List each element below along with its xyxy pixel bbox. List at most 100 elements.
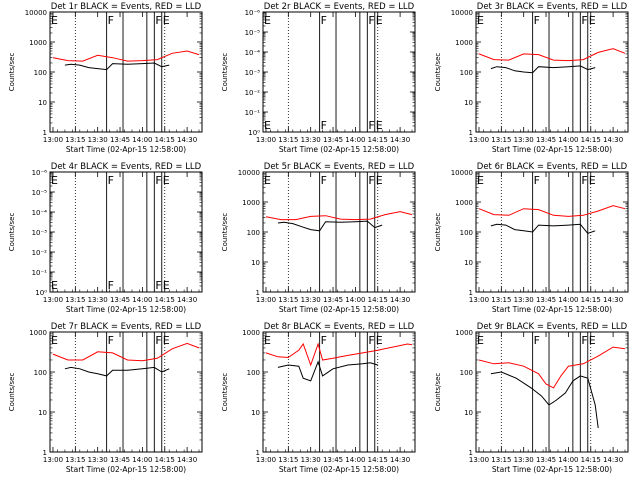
x-tick-label: 14:15 <box>155 136 175 144</box>
y-tick-label: 10000 <box>451 169 473 177</box>
x-axis-label: Start Time (02-Apr-15 12:58:00) <box>492 305 612 314</box>
event-marker-label-bottom: F <box>155 279 161 292</box>
event-marker-label-top: E <box>51 174 58 187</box>
x-tick-label: 13:30 <box>88 456 108 464</box>
y-tick-label: 10⁻⁵ <box>32 189 48 197</box>
x-axis-label: Start Time (02-Apr-15 12:58:00) <box>66 305 186 314</box>
y-tick-label: 1 <box>469 129 473 137</box>
x-tick-label: 14:15 <box>581 296 601 304</box>
x-tick-label: 14:00 <box>132 296 152 304</box>
x-tick-label: 13:45 <box>536 136 556 144</box>
event-marker-label-top: F <box>155 14 161 27</box>
x-tick-label: 13:45 <box>536 296 556 304</box>
event-marker-label-top: F <box>155 334 161 347</box>
x-tick-label: 14:00 <box>132 456 152 464</box>
plot-frame <box>49 11 203 133</box>
x-tick-label: 14:00 <box>345 456 365 464</box>
chart-panel-7: Det 7r BLACK = Events, RED = LLD Counts/s… <box>8 322 203 474</box>
x-tick-label: 13:00 <box>256 296 276 304</box>
x-tick-label: 13:00 <box>256 136 276 144</box>
event-marker-label-top: F <box>321 174 327 187</box>
x-tick-label: 13:30 <box>514 456 534 464</box>
y-tick-label: 10⁻² <box>32 249 48 257</box>
y-axis-label: Counts/sec <box>434 213 442 252</box>
x-tick-label: 14:00 <box>345 136 365 144</box>
series-line-lld <box>478 48 626 62</box>
y-tick-label: 10⁻⁶ <box>32 169 48 177</box>
event-marker-label-top: F <box>534 174 540 187</box>
chart-title: Det 6r BLACK = Events, RED = LLD <box>477 162 628 172</box>
x-tick-label: 14:15 <box>368 136 388 144</box>
event-marker-label-top: E <box>477 14 484 27</box>
y-tick-label: 1 <box>256 289 260 297</box>
y-tick-label: 100 <box>460 69 473 77</box>
y-tick-label: 1000 <box>455 39 473 47</box>
event-marker-label-top: F <box>368 174 374 187</box>
series-line-events <box>64 366 170 377</box>
x-tick-label: 13:45 <box>536 456 556 464</box>
series-line-events <box>277 220 383 232</box>
chart-title: Det 3r BLACK = Events, RED = LLD <box>477 2 628 12</box>
y-tick-label: 10000 <box>25 9 47 17</box>
chart-title: Det 1r BLACK = Events, RED = LLD <box>51 2 202 12</box>
chart-panel-3: Det 3r BLACK = Events, RED = LLD Counts/s… <box>434 2 629 154</box>
event-marker-label-bottom: E <box>264 119 271 132</box>
chart-panel-9: Det 9r BLACK = Events, RED = LLD Counts/s… <box>434 322 629 474</box>
y-tick-label: 1000 <box>242 329 260 337</box>
y-tick-label: 100 <box>247 369 260 377</box>
event-marker-label-top: F <box>534 14 540 27</box>
x-tick-label: 13:45 <box>323 456 343 464</box>
y-tick-label: 10⁻¹ <box>245 109 261 117</box>
y-tick-label: 10 <box>251 259 260 267</box>
x-tick-label: 13:45 <box>323 136 343 144</box>
x-tick-label: 14:15 <box>368 296 388 304</box>
series-line-lld <box>265 211 413 221</box>
event-marker-label-top: E <box>376 14 383 27</box>
y-axis-label: Counts/sec <box>221 373 229 412</box>
event-marker-label-bottom: F <box>368 119 374 132</box>
y-tick-label: 10⁻⁶ <box>245 9 261 17</box>
y-tick-label: 10000 <box>451 9 473 17</box>
plot-frame <box>475 331 629 453</box>
x-tick-label: 13:30 <box>514 136 534 144</box>
x-tick-label: 13:00 <box>43 136 63 144</box>
y-axis-label: Counts/sec <box>434 53 442 92</box>
x-tick-label: 13:00 <box>469 296 489 304</box>
y-tick-label: 1000 <box>455 329 473 337</box>
y-tick-label: 1 <box>469 289 473 297</box>
series-line-events <box>277 360 378 382</box>
series-line-events <box>490 223 596 234</box>
event-marker-label-top: E <box>477 174 484 187</box>
x-tick-label: 13:15 <box>278 136 298 144</box>
x-tick-label: 14:30 <box>603 136 623 144</box>
event-marker-label-top: F <box>581 174 587 187</box>
y-tick-label: 100 <box>34 69 47 77</box>
y-tick-label: 100 <box>460 229 473 237</box>
event-marker-label-top: E <box>477 334 484 347</box>
x-tick-label: 14:30 <box>390 296 410 304</box>
x-tick-label: 14:15 <box>155 456 175 464</box>
y-tick-label: 10000 <box>238 169 260 177</box>
x-tick-label: 13:15 <box>491 296 511 304</box>
y-tick-label: 10⁻⁵ <box>245 29 261 37</box>
chart-title: Det 4r BLACK = Events, RED = LLD <box>51 162 202 172</box>
chart-panel-8: Det 8r BLACK = Events, RED = LLD Counts/s… <box>221 322 416 474</box>
series-line-lld <box>265 342 413 367</box>
event-marker-label-bottom: F <box>321 119 327 132</box>
y-tick-label: 10 <box>38 409 47 417</box>
x-tick-label: 13:00 <box>469 456 489 464</box>
series-line-lld <box>52 50 200 62</box>
y-tick-label: 1 <box>256 449 260 457</box>
event-marker-label-bottom: F <box>108 279 114 292</box>
x-tick-label: 14:30 <box>390 136 410 144</box>
x-tick-label: 14:15 <box>581 456 601 464</box>
plot-frame <box>262 331 416 453</box>
event-marker-label-top: E <box>589 174 596 187</box>
event-marker-label-top: E <box>589 334 596 347</box>
y-tick-label: 10⁻¹ <box>32 269 48 277</box>
y-tick-label: 1000 <box>455 199 473 207</box>
x-axis-label: Start Time (02-Apr-15 12:58:00) <box>492 145 612 154</box>
event-marker-label-bottom: E <box>163 279 170 292</box>
x-tick-label: 14:15 <box>155 296 175 304</box>
